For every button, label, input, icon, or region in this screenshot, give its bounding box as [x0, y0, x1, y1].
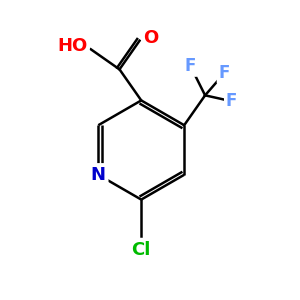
- Text: F: F: [218, 64, 230, 82]
- Text: F: F: [185, 57, 196, 75]
- Text: N: N: [91, 166, 106, 184]
- Text: O: O: [143, 29, 158, 47]
- Text: F: F: [226, 92, 237, 110]
- Text: Cl: Cl: [132, 241, 151, 259]
- Text: HO: HO: [58, 38, 88, 56]
